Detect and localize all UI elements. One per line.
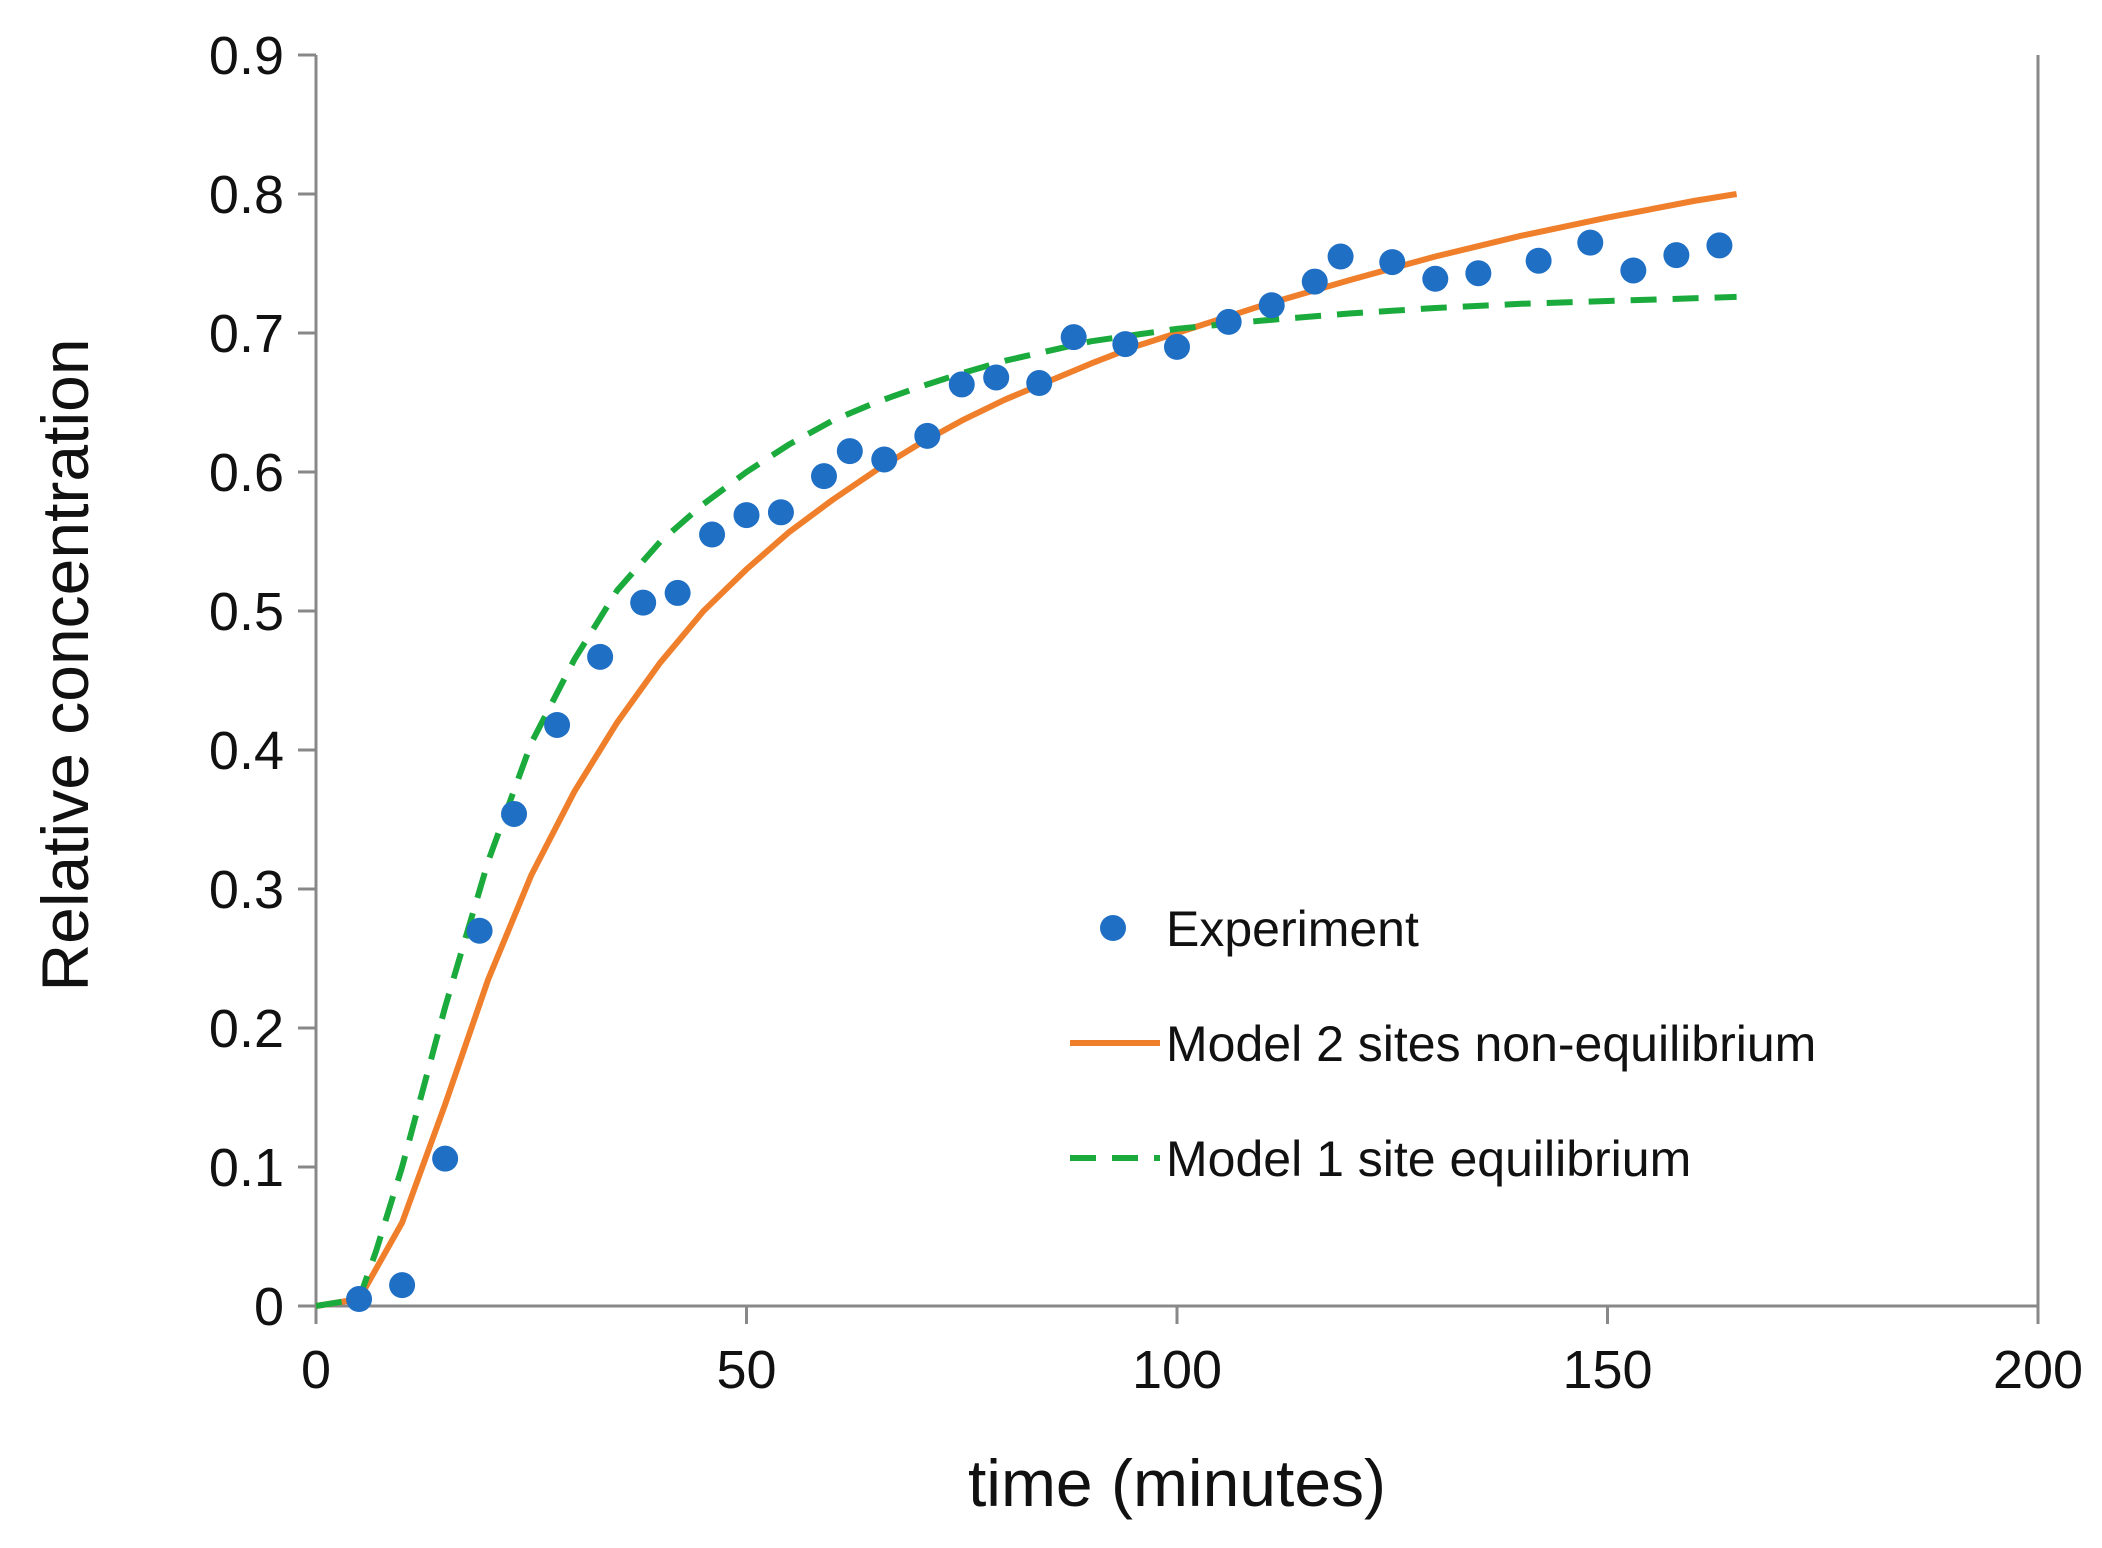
experiment-point [1060, 324, 1087, 351]
experiment-point [501, 800, 528, 827]
x-tick-label: 100 [1132, 1340, 1222, 1400]
experiment-point [1327, 243, 1354, 270]
y-tick-label: 0.4 [209, 721, 284, 781]
experiment-point [544, 711, 571, 738]
legend-model2-label: Model 2 sites non-equilibrium [1166, 1016, 1816, 1072]
experiment-point [1301, 268, 1328, 295]
y-tick-label: 0.7 [209, 304, 284, 364]
y-tick-label: 0.6 [209, 443, 284, 503]
experiment-point [1422, 265, 1449, 292]
x-tick-label: 150 [1562, 1340, 1652, 1400]
legend: Experiment Model 2 sites non-equilibrium… [1070, 901, 1816, 1187]
y-tick-label: 0.1 [209, 1138, 284, 1198]
y-tick-label: 0.9 [209, 26, 284, 86]
experiment-point [948, 371, 975, 398]
experiment-point [1577, 229, 1604, 256]
experiment-point [1112, 331, 1139, 358]
legend-model1-label: Model 1 site equilibrium [1166, 1131, 1691, 1187]
x-axis-title: time (minutes) [968, 1446, 1386, 1520]
experiment-point [983, 364, 1010, 391]
experiment-point [466, 917, 493, 944]
x-tick-label: 50 [716, 1340, 776, 1400]
experiment-point [914, 422, 941, 449]
y-tick-label: 0 [254, 1277, 284, 1337]
experiment-point [664, 579, 691, 606]
experiment-point [767, 499, 794, 526]
experiment-point [346, 1286, 373, 1313]
y-tick-label: 0.5 [209, 582, 284, 642]
experiment-point [733, 502, 760, 529]
y-tick-label: 0.3 [209, 860, 284, 920]
y-axis-title: Relative concentration [28, 338, 102, 991]
experiment-point [871, 446, 898, 473]
experiment-point [389, 1272, 416, 1299]
experiment-point [1525, 247, 1552, 274]
experiment-point [699, 521, 726, 548]
experiment-point [1164, 333, 1190, 360]
series-points [346, 229, 1733, 1313]
experiment-point [587, 643, 614, 670]
axes [314, 55, 2040, 1308]
experiment-point [1379, 249, 1406, 276]
experiment-point [1465, 260, 1492, 287]
legend-experiment-label: Experiment [1166, 901, 1419, 957]
x-tick-label: 200 [1993, 1340, 2083, 1400]
experiment-point [810, 463, 837, 490]
experiment-point [1706, 232, 1733, 259]
legend-experiment-marker [1100, 915, 1126, 941]
experiment-point [1215, 308, 1242, 335]
model1-line [315, 293, 1737, 1309]
x-tick-label: 0 [301, 1340, 331, 1400]
y-tick-label: 0.2 [209, 999, 284, 1059]
experiment-point [1026, 370, 1053, 397]
experiment-point [432, 1145, 459, 1172]
y-tick-label: 0.8 [209, 165, 284, 225]
ticks: 0 0.1 0.2 0.3 0.4 0.5 0.6 0.7 0.8 0.9 0 50 100 150 200 [209, 26, 2083, 1400]
experiment-point [630, 589, 657, 616]
experiment-point [1620, 257, 1647, 284]
experiment-point [1663, 242, 1690, 269]
experiment-point [1258, 292, 1285, 319]
experiment-point [836, 438, 863, 465]
